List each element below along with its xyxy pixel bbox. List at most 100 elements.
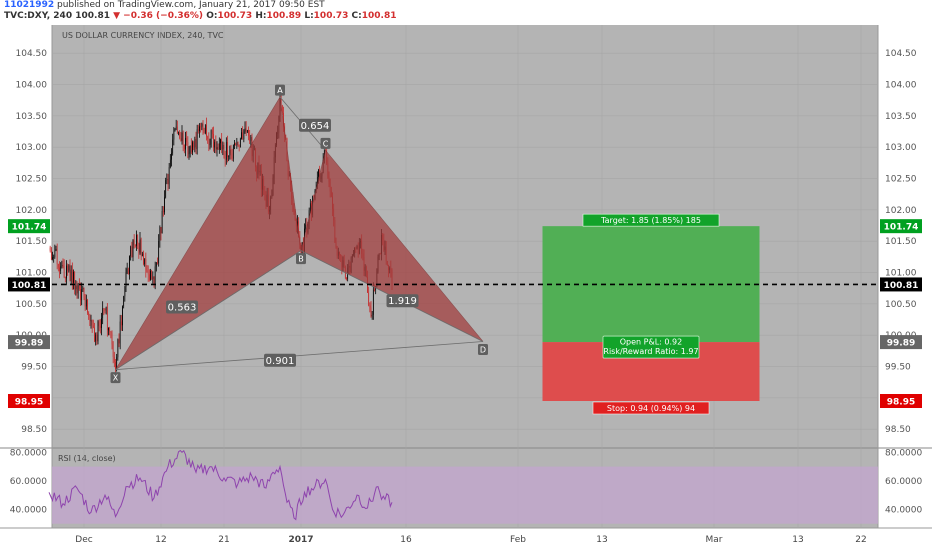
- candle-body: [92, 325, 94, 328]
- author-name[interactable]: 11021992: [4, 0, 55, 10]
- candle-body: [147, 272, 149, 275]
- candle-body: [125, 272, 127, 287]
- candle-body: [117, 339, 119, 358]
- candle-body: [109, 327, 111, 332]
- rsi-title: RSI (14, close): [58, 454, 116, 463]
- published-text: published on TradingView.com, January 21…: [56, 0, 325, 10]
- candle-body: [61, 264, 63, 267]
- open-value: 100.73: [217, 11, 253, 21]
- candle-body: [85, 299, 87, 307]
- candle-body: [229, 149, 231, 156]
- candle-body: [309, 203, 311, 211]
- candle-body: [368, 292, 370, 306]
- price-tick-left: 102.00: [16, 206, 48, 216]
- time-tick: Feb: [510, 535, 526, 545]
- price-label-left-box: [8, 394, 50, 408]
- candle-body: [346, 278, 347, 279]
- candle-body: [157, 262, 158, 264]
- candle-body: [164, 197, 165, 213]
- candle-body: [57, 264, 59, 268]
- pattern-point-marker[interactable]: [296, 253, 306, 265]
- candle-body: [248, 129, 249, 136]
- price-tick-right: 102.00: [885, 206, 917, 216]
- stop-label-box: [592, 401, 710, 415]
- price-label-right: 100.81: [884, 281, 919, 291]
- time-tick: 22: [855, 535, 866, 545]
- candle-body: [124, 286, 126, 297]
- candle-body: [88, 312, 90, 316]
- pattern-ratio-box[interactable]: [386, 294, 419, 308]
- price-label-left: 99.89: [15, 339, 43, 349]
- candle-body: [369, 305, 371, 308]
- candle-body: [95, 334, 97, 342]
- candle-body: [110, 331, 112, 334]
- last-price: 100.81: [75, 11, 110, 21]
- candle-body: [74, 272, 76, 290]
- candle-body: [84, 297, 86, 307]
- candle-body: [203, 128, 205, 134]
- candle-body: [155, 262, 157, 267]
- price-tick-right: 104.50: [885, 49, 917, 59]
- candle-body: [249, 135, 251, 141]
- candle-body: [62, 264, 64, 267]
- price-tick-right: 104.00: [885, 81, 917, 91]
- candle-body: [370, 307, 372, 317]
- candle-body: [204, 125, 206, 134]
- candle-body: [168, 167, 170, 185]
- candle-body: [108, 327, 109, 331]
- candle-body: [174, 128, 176, 131]
- chart-header: 11021992 published on TradingView.com, J…: [0, 0, 932, 22]
- candle-body: [194, 139, 196, 148]
- pattern-point-marker[interactable]: [478, 343, 488, 355]
- candle-body: [208, 139, 210, 145]
- candle-body: [241, 132, 242, 139]
- candle-body: [59, 267, 60, 272]
- pattern-point-marker[interactable]: [110, 372, 121, 384]
- candle-body: [246, 129, 248, 133]
- price-tick-right: 101.50: [885, 237, 917, 247]
- low-value: 100.73: [313, 11, 349, 21]
- candle-body: [55, 248, 57, 251]
- pattern-point-marker[interactable]: [320, 137, 331, 149]
- candle-body: [175, 126, 177, 129]
- candle-body: [189, 145, 191, 154]
- close-value: 100.81: [361, 11, 397, 21]
- candle-body: [250, 137, 252, 141]
- time-tick: 2017: [288, 535, 313, 545]
- pattern-point-label: X: [113, 374, 119, 383]
- target-label-box: [582, 213, 720, 227]
- candle-body: [235, 143, 237, 146]
- candle-body: [71, 269, 73, 283]
- rsi-tick-left: 60.0000: [10, 477, 47, 487]
- price-label-right: 99.89: [887, 339, 915, 349]
- price-tick-left: 101.50: [16, 237, 48, 247]
- candle-body: [68, 265, 70, 271]
- candle-body: [133, 239, 135, 246]
- price-tick-left: 100.50: [16, 300, 48, 310]
- candle-body: [144, 259, 146, 265]
- candle-body: [118, 339, 120, 344]
- candle-body: [151, 270, 153, 280]
- price-tick-left: 102.50: [16, 175, 48, 185]
- candle-body: [60, 266, 62, 272]
- pattern-point-marker[interactable]: [275, 84, 285, 96]
- candle-body: [190, 145, 192, 153]
- price-label-left: 100.81: [12, 281, 47, 291]
- rsi-tick-right: 60.0000: [885, 477, 922, 487]
- candle-body: [131, 246, 133, 258]
- pattern-ratio-value: 0.901: [266, 356, 295, 367]
- candle-body: [97, 321, 99, 342]
- candle-body: [281, 105, 283, 113]
- candle-body: [90, 320, 92, 322]
- pattern-ratio-box[interactable]: [264, 353, 296, 367]
- candle-body: [185, 137, 186, 150]
- pattern-ratio-box[interactable]: [299, 118, 331, 132]
- candle-body: [105, 306, 107, 311]
- price-tick-left: 104.00: [16, 81, 48, 91]
- rsi-tick-right: 40.0000: [885, 505, 922, 515]
- pattern-ratio-box[interactable]: [166, 300, 198, 314]
- candle-body: [298, 221, 300, 238]
- candle-body: [102, 308, 104, 319]
- candle-body: [244, 128, 246, 132]
